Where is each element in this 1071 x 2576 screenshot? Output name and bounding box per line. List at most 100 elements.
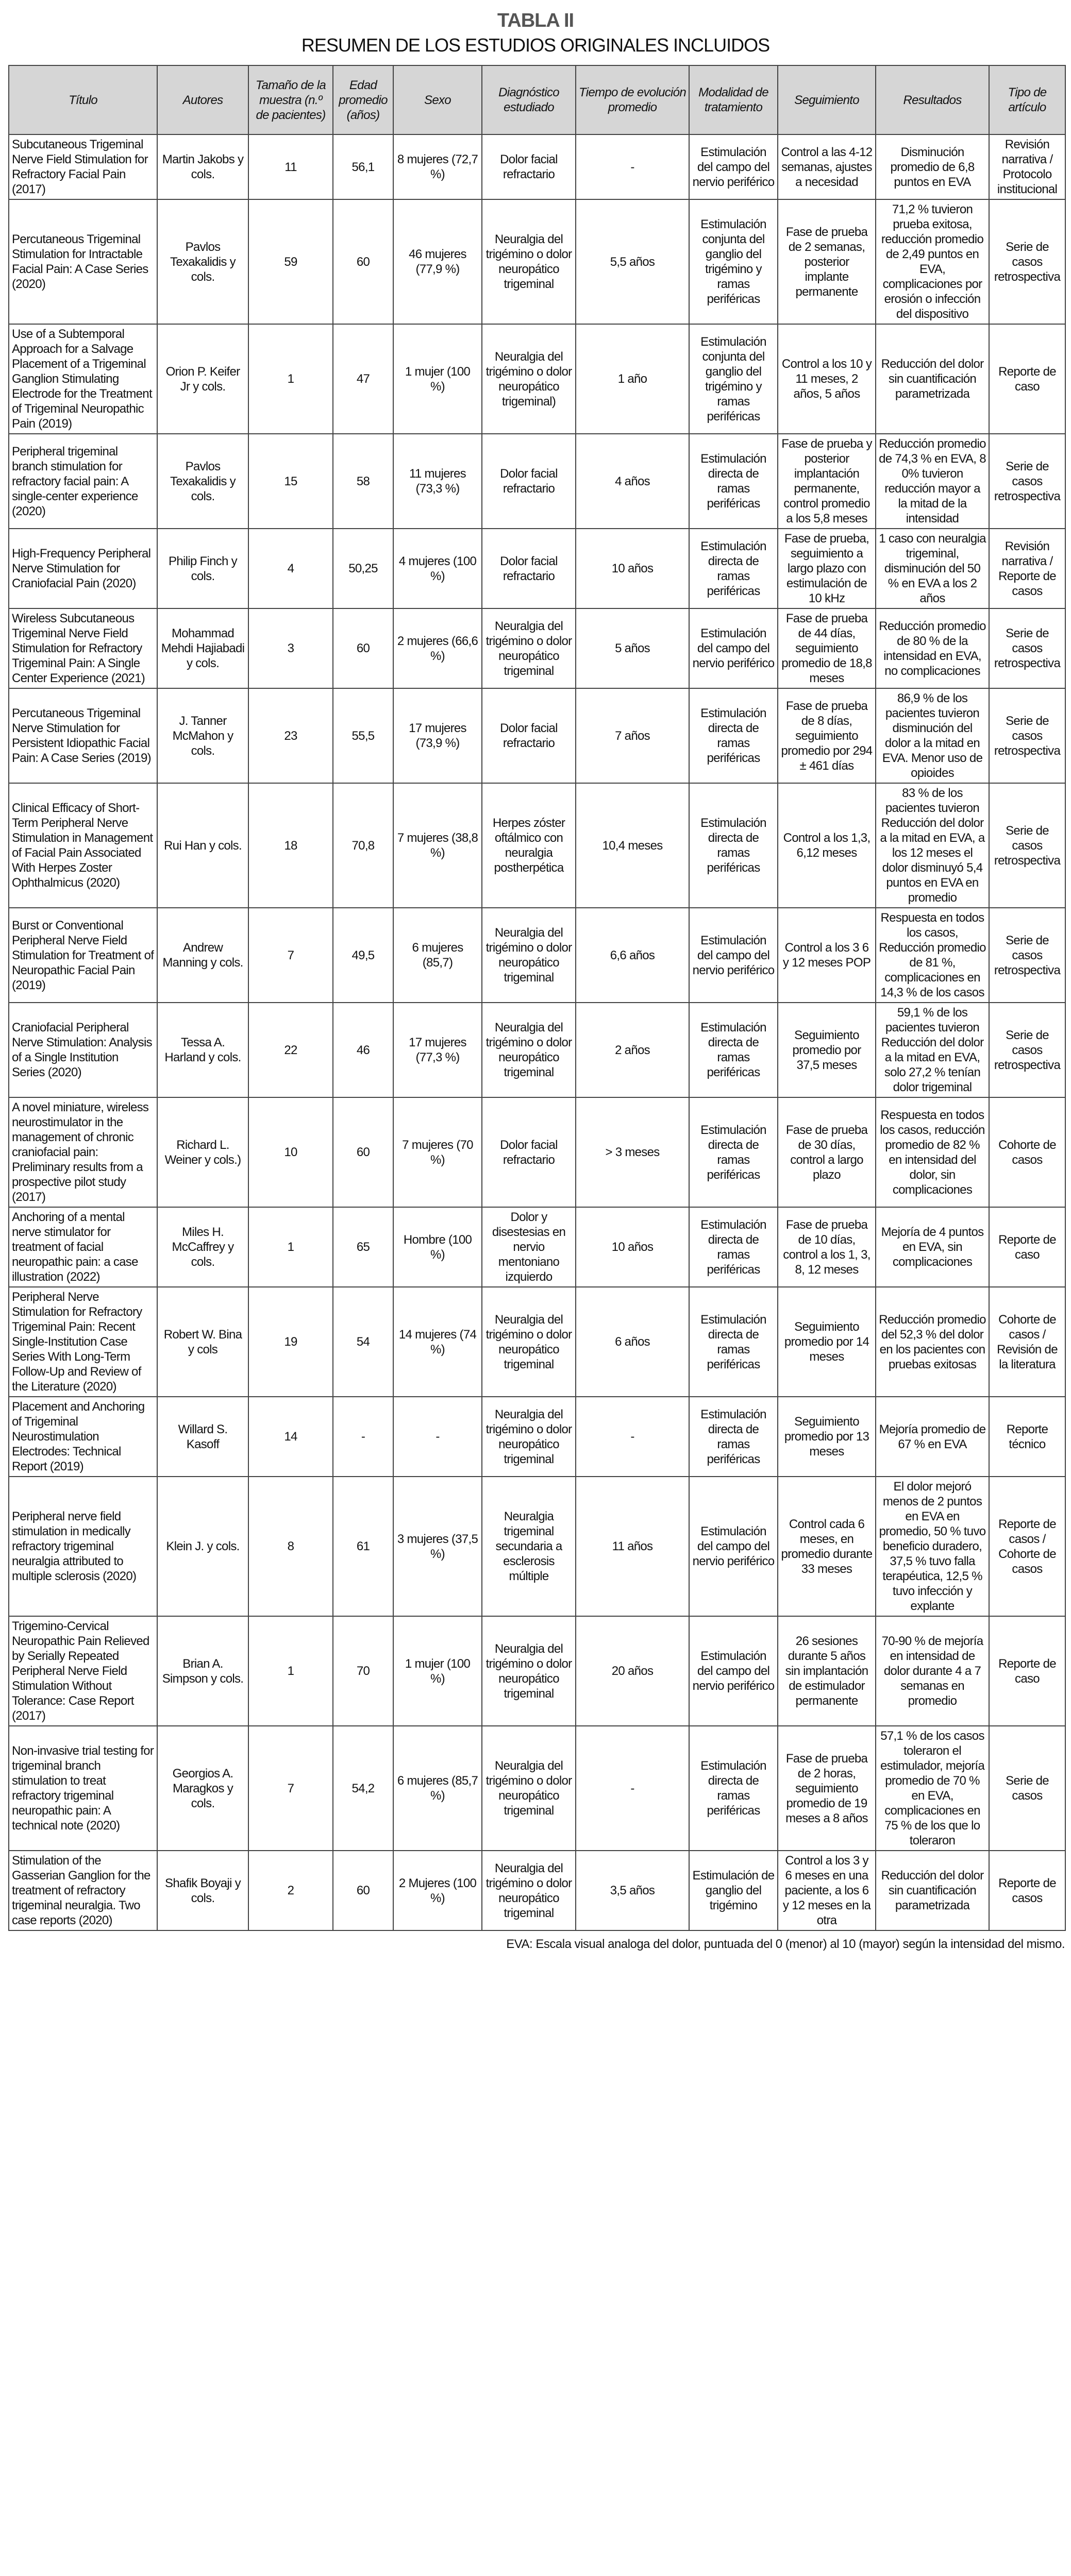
- cell-title: Peripheral trigeminal branch stimulation…: [8, 433, 158, 529]
- cell-diagnosis: Neuralgia del trigémino o dolor neuropát…: [481, 1286, 576, 1397]
- cell-diagnosis: Herpes zóster oftálmico con neuralgia po…: [481, 783, 576, 908]
- cell-mean-age: -: [332, 1396, 394, 1477]
- cell-diagnosis: Dolor facial refractario: [481, 134, 576, 200]
- cell-treatment-modality: Estimulación del campo del nervio perifé…: [689, 134, 778, 200]
- cell-treatment-modality: Estimulación directa de ramas periférica…: [689, 1396, 778, 1477]
- table-footnote: EVA: Escala visual analoga del dolor, pu…: [506, 1937, 1065, 1951]
- table-row: A novel miniature, wireless neurostimula…: [8, 1097, 1066, 1208]
- cell-sex: 11 mujeres (73,3 %): [393, 433, 482, 529]
- cell-treatment-modality: Estimulación directa de ramas periférica…: [689, 1097, 778, 1208]
- cell-diagnosis: Neuralgia del trigémino o dolor neuropát…: [481, 1725, 576, 1851]
- cell-mean-age: 54,2: [332, 1725, 394, 1851]
- cell-sex: 14 mujeres (74 %): [393, 1286, 482, 1397]
- cell-diagnosis: Neuralgia del trigémino o dolor neuropát…: [481, 199, 576, 325]
- cell-treatment-modality: Estimulación directa de ramas periférica…: [689, 1286, 778, 1397]
- cell-treatment-modality: Estimulación directa de ramas periférica…: [689, 1002, 778, 1098]
- cell-follow-up: Control a los 1,3, 6,12 meses: [777, 783, 876, 908]
- cell-authors: Philip Finch y cols.: [157, 528, 249, 609]
- cell-results: 83 % de los pacientes tuvieron Reducción…: [875, 783, 990, 908]
- column-header-mean-age: Edad promedio (años): [332, 65, 394, 135]
- cell-article-type: Serie de casos retrospectiva: [989, 608, 1066, 689]
- cell-title: Percutaneous Trigeminal Stimulation for …: [8, 199, 158, 325]
- table-row: Non-invasive trial testing for trigemina…: [8, 1725, 1066, 1851]
- cell-title: Percutaneous Trigeminal Nerve Stimulatio…: [8, 688, 158, 784]
- cell-evolution-time: 4 años: [575, 433, 690, 529]
- cell-sample-size: 7: [248, 907, 333, 1003]
- column-header-sex: Sexo: [393, 65, 482, 135]
- cell-follow-up: Fase de prueba y posterior implantación …: [777, 433, 876, 529]
- cell-mean-age: 70,8: [332, 783, 394, 908]
- cell-treatment-modality: Estimulación del campo del nervio perifé…: [689, 608, 778, 689]
- cell-sample-size: 22: [248, 1002, 333, 1098]
- cell-authors: Mohammad Mehdi Hajiabadi y cols.: [157, 608, 249, 689]
- cell-follow-up: Seguimiento promedio por 13 meses: [777, 1396, 876, 1477]
- cell-treatment-modality: Estimulación del campo del nervio perifé…: [689, 1476, 778, 1617]
- cell-follow-up: Fase de prueba, seguimiento a largo plaz…: [777, 528, 876, 609]
- cell-diagnosis: Neuralgia del trigémino o dolor neuropát…: [481, 1850, 576, 1931]
- cell-sex: 17 mujeres (73,9 %): [393, 688, 482, 784]
- cell-title: Peripheral Nerve Stimulation for Refract…: [8, 1286, 158, 1397]
- cell-evolution-time: -: [575, 1725, 690, 1851]
- cell-sample-size: 59: [248, 199, 333, 325]
- cell-title: Clinical Efficacy of Short-Term Peripher…: [8, 783, 158, 908]
- cell-results: Mejoría de 4 puntos en EVA, sin complica…: [875, 1207, 990, 1287]
- table-row: Craniofacial Peripheral Nerve Stimulatio…: [8, 1002, 1066, 1098]
- cell-sample-size: 11: [248, 134, 333, 200]
- cell-follow-up: Fase de prueba de 30 días, control a lar…: [777, 1097, 876, 1208]
- cell-follow-up: Fase de prueba de 10 días, control a los…: [777, 1207, 876, 1287]
- cell-results: 71,2 % tuvieron prueba exitosa, reducció…: [875, 199, 990, 325]
- cell-mean-age: 70: [332, 1616, 394, 1726]
- cell-mean-age: 49,5: [332, 907, 394, 1003]
- cell-sample-size: 3: [248, 608, 333, 689]
- cell-sex: 4 mujeres (100 %): [393, 528, 482, 609]
- cell-diagnosis: Dolor facial refractario: [481, 688, 576, 784]
- cell-treatment-modality: Estimulación del campo del nervio perifé…: [689, 1616, 778, 1726]
- cell-diagnosis: Dolor facial refractario: [481, 528, 576, 609]
- cell-follow-up: Control cada 6 meses, en promedio durant…: [777, 1476, 876, 1617]
- table-row: Wireless Subcutaneous Trigeminal Nerve F…: [8, 608, 1066, 689]
- cell-article-type: Reporte de casos: [989, 1850, 1066, 1931]
- cell-article-type: Revisión narrativa / Reporte de casos: [989, 528, 1066, 609]
- cell-authors: Willard S. Kasoff: [157, 1396, 249, 1477]
- table-subtitle: RESUMEN DE LOS ESTUDIOS ORIGINALES INCLU…: [301, 35, 770, 56]
- cell-results: Reducción promedio de 80 % de la intensi…: [875, 608, 990, 689]
- table-row: Peripheral Nerve Stimulation for Refract…: [8, 1286, 1066, 1397]
- cell-title: Use of a Subtemporal Approach for a Salv…: [8, 324, 158, 434]
- cell-authors: Martin Jakobs y cols.: [157, 134, 249, 200]
- cell-diagnosis: Neuralgia del trigémino o dolor neuropát…: [481, 1616, 576, 1726]
- cell-article-type: Reporte de caso: [989, 324, 1066, 434]
- cell-treatment-modality: Estimulación conjunta del ganglio del tr…: [689, 199, 778, 325]
- column-header-authors: Autores: [157, 65, 249, 135]
- table-body: Subcutaneous Trigeminal Nerve Field Stim…: [8, 134, 1066, 1931]
- cell-evolution-time: 3,5 años: [575, 1850, 690, 1931]
- cell-evolution-time: -: [575, 134, 690, 200]
- cell-evolution-time: 5 años: [575, 608, 690, 689]
- cell-diagnosis: Neuralgia del trigémino o dolor neuropát…: [481, 1396, 576, 1477]
- cell-results: 1 caso con neuralgia trigeminal, disminu…: [875, 528, 990, 609]
- column-header-title: Título: [8, 65, 158, 135]
- studies-table: Título Autores Tamaño de la muestra (n.º d…: [8, 65, 1066, 1931]
- cell-title: Peripheral nerve field stimulation in me…: [8, 1476, 158, 1617]
- cell-sample-size: 8: [248, 1476, 333, 1617]
- cell-diagnosis: Dolor y disestesias en nervio mentoniano…: [481, 1207, 576, 1287]
- cell-treatment-modality: Estimulación directa de ramas periférica…: [689, 1725, 778, 1851]
- table-row: Use of a Subtemporal Approach for a Salv…: [8, 324, 1066, 434]
- cell-article-type: Serie de casos: [989, 1725, 1066, 1851]
- cell-sample-size: 14: [248, 1396, 333, 1477]
- cell-title: Placement and Anchoring of Trigeminal Ne…: [8, 1396, 158, 1477]
- cell-authors: Robert W. Bina y cols: [157, 1286, 249, 1397]
- cell-mean-age: 55,5: [332, 688, 394, 784]
- cell-sex: 46 mujeres (77,9 %): [393, 199, 482, 325]
- cell-follow-up: Fase de prueba de 44 días, seguimiento p…: [777, 608, 876, 689]
- table-row: Clinical Efficacy of Short-Term Peripher…: [8, 783, 1066, 908]
- cell-evolution-time: 7 años: [575, 688, 690, 784]
- cell-evolution-time: 10,4 meses: [575, 783, 690, 908]
- cell-evolution-time: 1 año: [575, 324, 690, 434]
- cell-title: Non-invasive trial testing for trigemina…: [8, 1725, 158, 1851]
- cell-sample-size: 2: [248, 1850, 333, 1931]
- cell-mean-age: 60: [332, 608, 394, 689]
- cell-treatment-modality: Estimulación conjunta del ganglio del tr…: [689, 324, 778, 434]
- table-row: Anchoring of a mental nerve stimulator f…: [8, 1207, 1066, 1287]
- cell-diagnosis: Neuralgia del trigémino o dolor neuropát…: [481, 324, 576, 434]
- cell-diagnosis: Neuralgia del trigémino o dolor neuropát…: [481, 907, 576, 1003]
